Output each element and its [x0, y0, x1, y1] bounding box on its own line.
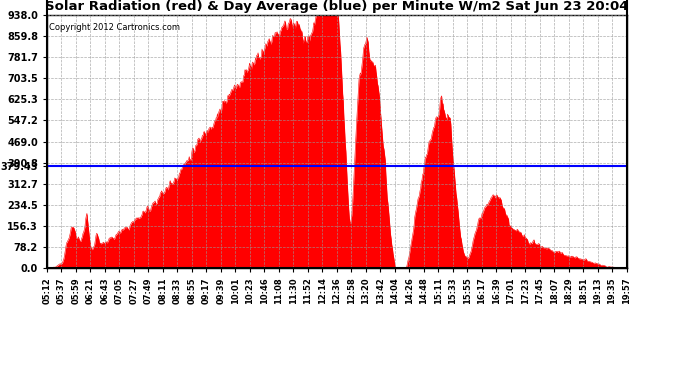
Text: Solar Radiation (red) & Day Average (blue) per Minute W/m2 Sat Jun 23 20:04: Solar Radiation (red) & Day Average (blu…	[45, 0, 629, 13]
Text: Copyright 2012 Cartronics.com: Copyright 2012 Cartronics.com	[49, 22, 179, 32]
